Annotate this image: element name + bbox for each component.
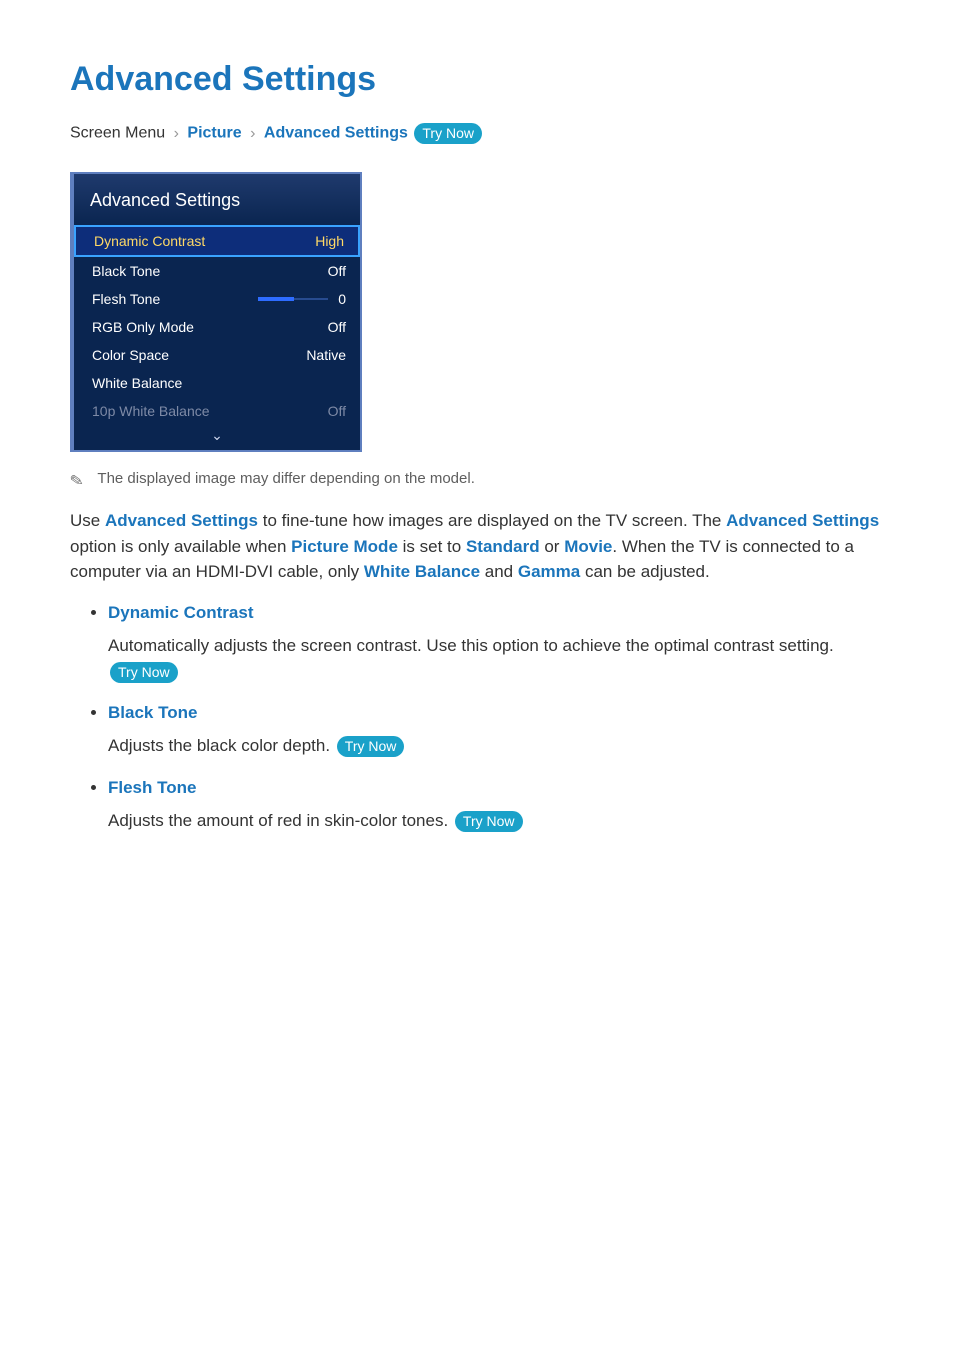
row-black-tone[interactable]: Black Tone Off (74, 257, 360, 285)
row-label: White Balance (92, 375, 182, 391)
chevron-right-icon: › (174, 125, 179, 142)
note: ✎ The displayed image may differ dependi… (70, 470, 884, 491)
text: to fine-tune how images are displayed on… (258, 511, 726, 530)
row-dynamic-contrast[interactable]: Dynamic Contrast High (74, 225, 360, 257)
panel-title: Advanced Settings (74, 174, 360, 225)
row-label: Flesh Tone (92, 291, 160, 307)
item-black-tone: Black Tone Adjusts the black color depth… (108, 703, 884, 759)
text: Adjusts the amount of red in skin-color … (108, 811, 453, 830)
row-value: High (315, 233, 344, 249)
keyword-movie: Movie (564, 537, 612, 556)
row-color-space[interactable]: Color Space Native (74, 341, 360, 369)
pencil-icon: ✎ (68, 470, 85, 492)
try-now-button[interactable]: Try Now (455, 811, 523, 832)
keyword-picture-mode: Picture Mode (291, 537, 398, 556)
keyword-advanced-settings: Advanced Settings (105, 511, 258, 530)
flesh-tone-slider[interactable]: 0 (258, 291, 346, 307)
keyword-standard: Standard (466, 537, 540, 556)
row-value: Off (328, 403, 346, 419)
item-desc: Adjusts the black color depth. Try Now (108, 736, 404, 755)
breadcrumb: Screen Menu › Picture › Advanced Setting… (70, 123, 884, 144)
text: option is only available when (70, 537, 291, 556)
item-desc: Automatically adjusts the screen contras… (108, 636, 834, 681)
row-label: Black Tone (92, 263, 160, 279)
breadcrumb-picture[interactable]: Picture (187, 125, 241, 142)
note-text: The displayed image may differ depending… (97, 470, 474, 487)
item-flesh-tone: Flesh Tone Adjusts the amount of red in … (108, 778, 884, 834)
row-10p-white-balance: 10p White Balance Off (74, 397, 360, 425)
row-value: Native (306, 347, 346, 363)
page-title: Advanced Settings (70, 60, 884, 99)
item-title: Black Tone (108, 703, 884, 723)
try-now-button[interactable]: Try Now (110, 662, 178, 683)
keyword-advanced-settings: Advanced Settings (726, 511, 879, 530)
chevron-down-icon[interactable]: ⌄ (74, 425, 360, 450)
row-value: Off (328, 319, 346, 335)
breadcrumb-prefix: Screen Menu (70, 125, 165, 142)
row-label: Color Space (92, 347, 169, 363)
keyword-white-balance: White Balance (364, 562, 480, 581)
row-flesh-tone[interactable]: Flesh Tone 0 (74, 285, 360, 313)
row-white-balance[interactable]: White Balance (74, 369, 360, 397)
row-label: 10p White Balance (92, 403, 210, 419)
intro-paragraph: Use Advanced Settings to fine-tune how i… (70, 508, 884, 585)
breadcrumb-advanced-settings[interactable]: Advanced Settings (264, 125, 408, 142)
item-desc: Adjusts the amount of red in skin-color … (108, 811, 523, 830)
settings-descriptions: Dynamic Contrast Automatically adjusts t… (70, 603, 884, 834)
settings-panel: Advanced Settings Dynamic Contrast High … (70, 172, 362, 452)
panel-rows: Dynamic Contrast High Black Tone Off Fle… (74, 225, 360, 425)
try-now-button[interactable]: Try Now (337, 736, 405, 757)
row-label: RGB Only Mode (92, 319, 194, 335)
chevron-right-icon: › (250, 125, 255, 142)
text: is set to (398, 537, 466, 556)
row-label: Dynamic Contrast (94, 233, 205, 249)
row-value: Off (328, 263, 346, 279)
item-title: Flesh Tone (108, 778, 884, 798)
text: Adjusts the black color depth. (108, 736, 335, 755)
item-title: Dynamic Contrast (108, 603, 884, 623)
slider-track (258, 298, 328, 300)
text: or (540, 537, 565, 556)
row-value: 0 (338, 291, 346, 307)
text: can be adjusted. (580, 562, 709, 581)
slider-fill (258, 297, 294, 301)
text: Use (70, 511, 105, 530)
text: Automatically adjusts the screen contras… (108, 636, 834, 655)
page-root: Advanced Settings Screen Menu › Picture … (0, 0, 954, 892)
try-now-button[interactable]: Try Now (414, 123, 482, 144)
item-dynamic-contrast: Dynamic Contrast Automatically adjusts t… (108, 603, 884, 686)
row-rgb-only-mode[interactable]: RGB Only Mode Off (74, 313, 360, 341)
text: and (480, 562, 518, 581)
keyword-gamma: Gamma (518, 562, 580, 581)
